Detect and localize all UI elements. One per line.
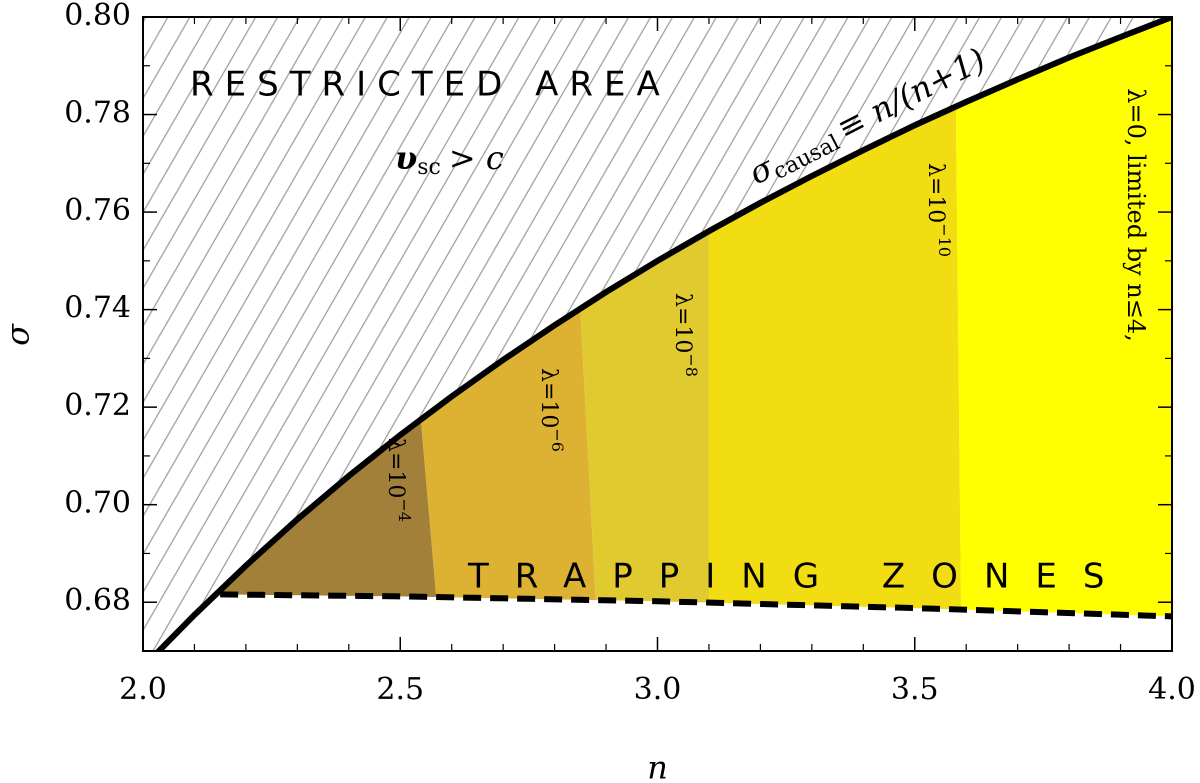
x-tick-label: 3.0 [634, 672, 682, 707]
restricted-label: RESTRICTED AREA [190, 65, 671, 105]
region-label: λ=10−10 [923, 163, 955, 257]
region [220, 419, 437, 598]
velocity-sub: sc [417, 155, 441, 180]
x-axis-label: n [647, 749, 668, 783]
y-tick-label: 0.68 [64, 583, 131, 618]
region-label-base: λ=10 [536, 368, 561, 428]
x-tick-label: 3.5 [891, 672, 939, 707]
y-tick-label: 0.78 [64, 96, 131, 131]
velocity-symbol: υ [395, 139, 417, 177]
region-label: λ=10−8 [670, 293, 702, 377]
region [580, 231, 709, 603]
velocity-rest: > c [449, 139, 504, 177]
y-tick-label: 0.70 [64, 486, 131, 521]
region-label-base: λ=10 [383, 438, 408, 498]
region-label-base: λ=10 [670, 293, 695, 353]
region-label-base: λ=0, limited by n≤4, [1123, 88, 1151, 342]
y-axis-label: σ [0, 323, 37, 346]
plot-area [143, 17, 1172, 651]
region-label-exponent: −4 [396, 498, 415, 522]
region-label-exponent: −8 [683, 353, 702, 377]
x-tick-label: 4.0 [1148, 672, 1196, 707]
y-tick-label: 0.72 [64, 388, 131, 423]
hatched-area [143, 17, 1172, 651]
y-tick-label: 0.74 [64, 291, 131, 326]
region-label: λ=10−6 [536, 368, 568, 452]
region-label-exponent: −10 [936, 223, 955, 257]
region [955, 17, 1172, 617]
x-tick-label: 2.5 [376, 672, 424, 707]
velocity-label: υsc > c [395, 139, 504, 181]
region-label-base: λ=10 [923, 163, 948, 223]
line [220, 591, 1172, 620]
trapping-label: TRAPPING ZONES [467, 557, 1130, 597]
region [708, 106, 962, 610]
x-tick-label: 2.0 [119, 672, 167, 707]
region-label-exponent: −6 [549, 428, 568, 452]
line [154, 17, 1172, 651]
y-tick-label: 0.80 [64, 0, 131, 33]
region-label: λ=10−4 [383, 438, 415, 522]
region [420, 308, 596, 601]
region-label: λ=0, limited by n≤4, [1123, 88, 1151, 342]
y-tick-label: 0.76 [64, 193, 131, 228]
